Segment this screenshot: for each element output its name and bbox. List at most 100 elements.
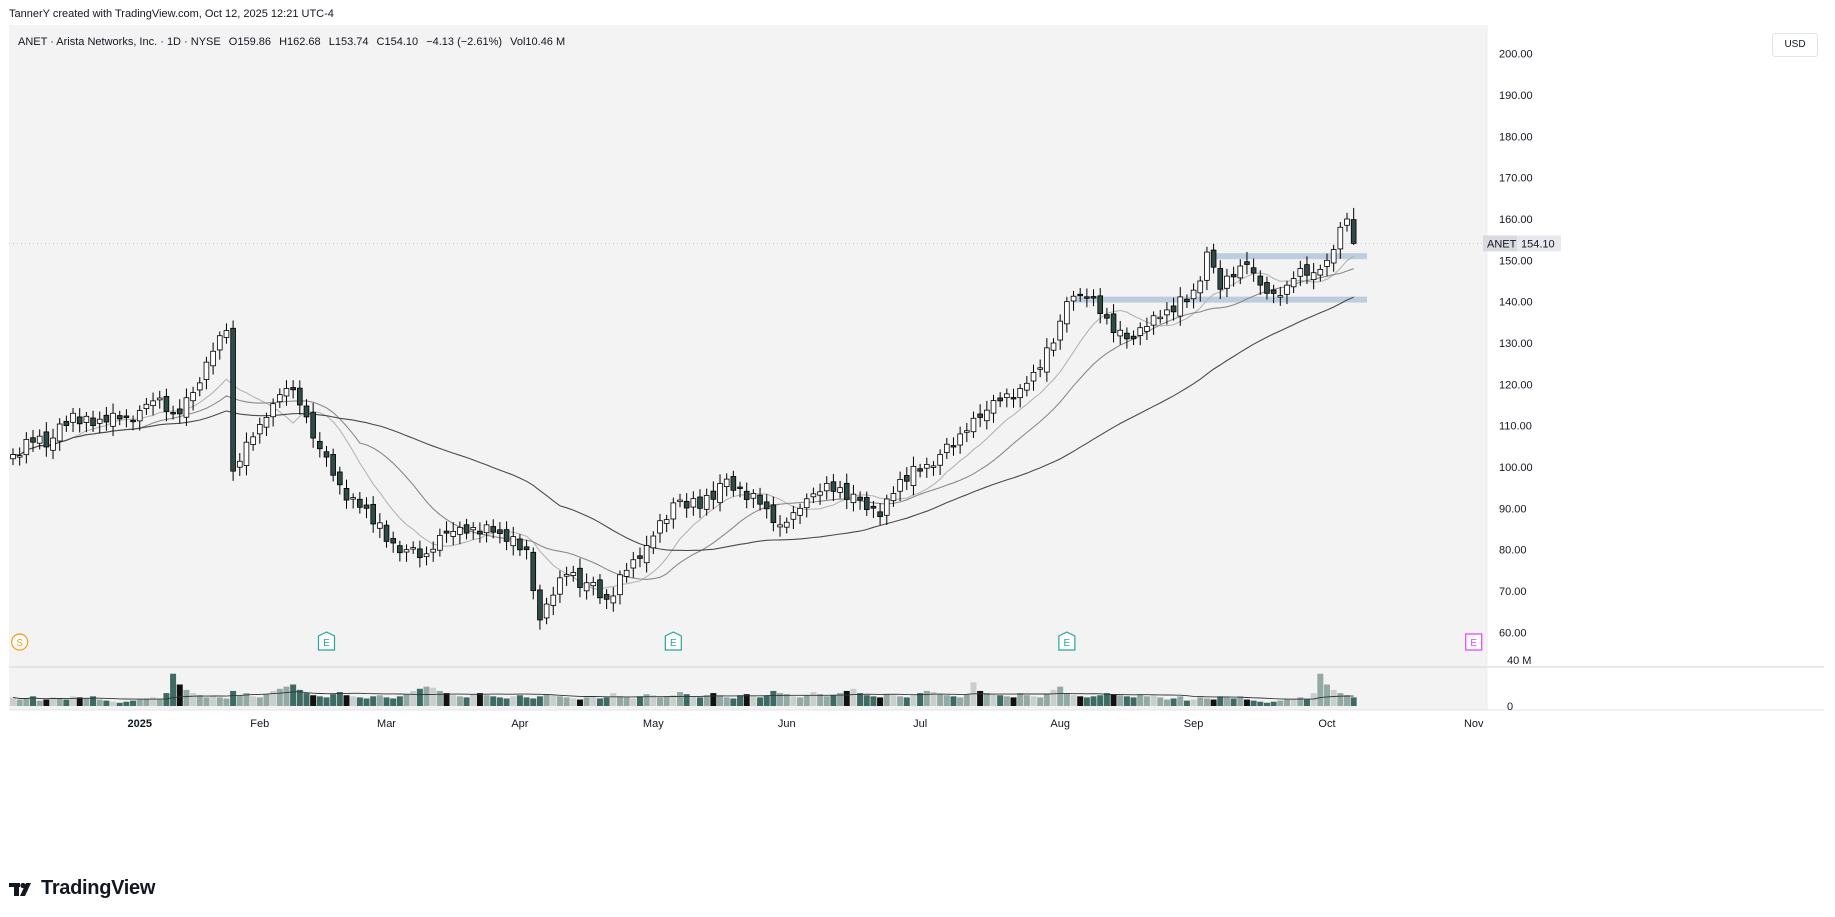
volume-bar	[957, 697, 964, 706]
candle-body	[1337, 226, 1344, 250]
candle	[1217, 260, 1224, 300]
legend-close: C154.10	[376, 36, 419, 48]
volume-bar	[1283, 699, 1290, 706]
candle	[1350, 207, 1357, 245]
y-tick-label: 80.00	[1499, 545, 1527, 557]
currency-selector[interactable]: USD	[1772, 33, 1818, 57]
x-tick-label: Nov	[1464, 718, 1484, 730]
candle-body	[377, 522, 383, 529]
legend-symbol[interactable]: ANET · Arista Networks, Inc. · 1D · NYSE	[18, 36, 221, 48]
y-tick-label: 100.00	[1499, 462, 1533, 474]
candle	[1224, 268, 1230, 298]
volume-bar	[396, 696, 403, 706]
candle-body	[537, 589, 543, 621]
candle-body	[817, 491, 823, 496]
candle-body	[944, 443, 950, 454]
candle-body	[443, 530, 450, 534]
candle-body	[1057, 320, 1063, 341]
candle	[617, 570, 623, 605]
volume-bar	[276, 688, 283, 706]
candle	[917, 463, 923, 478]
y-tick-label: 200.00	[1499, 49, 1533, 61]
volume-bar	[76, 697, 83, 706]
candle-body	[843, 482, 850, 500]
earnings-marker	[1058, 631, 1076, 651]
volume-bar	[223, 698, 230, 706]
last-price-value-badge	[1517, 235, 1561, 252]
volume-bar	[690, 696, 697, 706]
candle-body	[337, 471, 343, 486]
candle-body	[1024, 382, 1030, 391]
volume-bar	[1063, 693, 1070, 706]
volume-bar	[570, 698, 577, 706]
candle	[1237, 259, 1244, 285]
candle	[1124, 327, 1130, 349]
y-tick-label: 160.00	[1499, 214, 1533, 226]
candle-body	[490, 526, 497, 533]
candle-body	[597, 579, 603, 599]
candle-body	[243, 441, 250, 466]
volume-bar	[443, 693, 450, 706]
volume-bar	[1077, 696, 1084, 706]
candle-body	[1017, 388, 1023, 399]
candle	[1164, 302, 1170, 325]
volume-bar	[16, 699, 23, 706]
y-tick-label: 90.00	[1499, 503, 1527, 515]
candle	[1150, 311, 1157, 335]
volume-bar	[857, 693, 864, 706]
volume-bar	[343, 695, 350, 706]
candle	[683, 493, 690, 518]
candle	[1070, 290, 1077, 311]
candle-body	[1230, 274, 1237, 278]
candle	[417, 540, 423, 568]
candle-body	[297, 387, 303, 406]
candle-body	[143, 403, 150, 410]
candle-body	[1264, 282, 1270, 294]
candle	[390, 531, 396, 553]
candle	[677, 493, 683, 508]
tradingview-logo[interactable]: TradingView	[9, 877, 155, 900]
candle-body	[317, 440, 323, 450]
volume-bar	[250, 696, 257, 706]
volume-bar	[450, 695, 457, 706]
candle-body	[397, 545, 403, 554]
price-chart[interactable]: 200.00 190.00 180.00 170.00 160.00 150.00 140.…	[9, 25, 1824, 857]
candle	[863, 491, 870, 516]
candle-body	[1104, 314, 1110, 319]
candle	[790, 505, 797, 530]
volume-bar	[930, 692, 937, 706]
volume-bar	[910, 695, 917, 706]
candle	[1157, 309, 1164, 324]
candle-body	[523, 546, 530, 551]
volume-bar	[977, 690, 984, 706]
volume-bar	[943, 695, 950, 706]
candle-body	[43, 431, 50, 448]
candle-body	[583, 582, 590, 592]
volume-bar	[316, 696, 323, 706]
candle-body	[190, 392, 196, 402]
candle-body	[90, 417, 96, 427]
candle	[470, 522, 477, 540]
candle	[643, 535, 650, 573]
candle	[10, 448, 16, 466]
candle	[670, 497, 677, 529]
earnings-marker	[317, 631, 336, 651]
candle-body	[363, 504, 370, 509]
candle-body	[156, 397, 163, 401]
chart-frame[interactable]: 200.00 190.00 180.00 170.00 160.00 150.00 140.…	[9, 25, 1824, 857]
volume-bar	[1070, 695, 1077, 706]
candle	[837, 480, 843, 499]
candle	[16, 447, 23, 466]
candle	[1330, 244, 1337, 272]
candle	[570, 565, 577, 582]
volume-bar	[176, 684, 183, 706]
volume-bar	[1043, 694, 1050, 706]
volume-bar	[423, 686, 430, 706]
volume-bar	[1263, 702, 1270, 706]
volume-bar	[923, 690, 930, 706]
candle	[30, 429, 36, 452]
candle-body	[350, 497, 356, 500]
candle-body	[343, 488, 350, 501]
candle	[216, 331, 223, 360]
event-marker-label: E	[323, 638, 330, 649]
